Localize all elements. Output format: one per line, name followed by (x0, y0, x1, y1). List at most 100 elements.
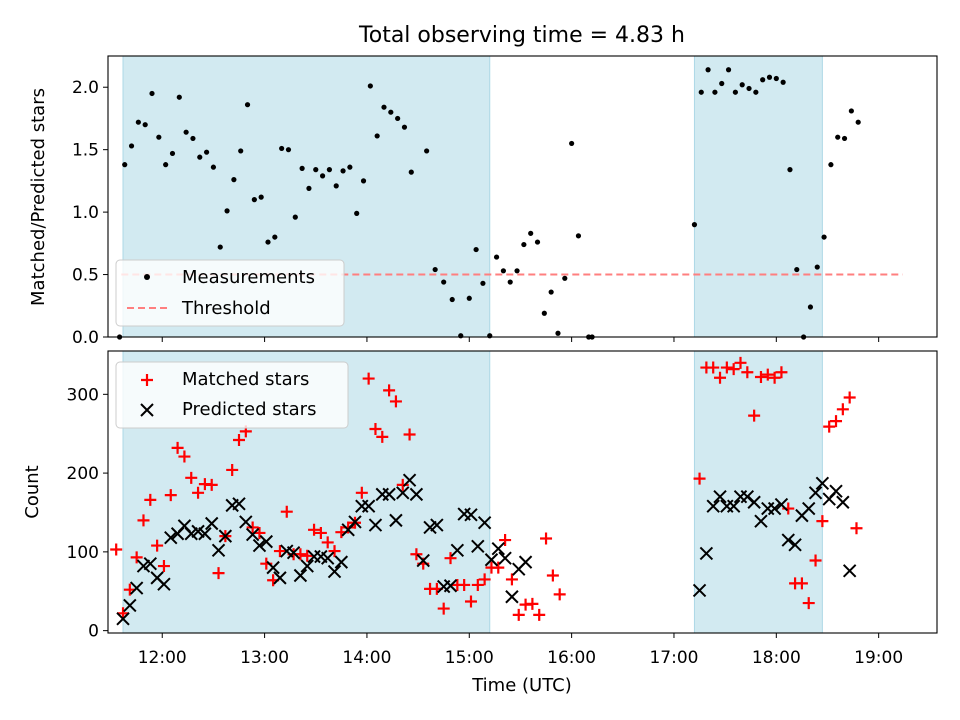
measurement-point (562, 275, 568, 281)
measurement-point (299, 165, 305, 171)
measurement-point (766, 74, 773, 80)
matched-star-point (192, 486, 205, 499)
y-tick-label: 100 (67, 543, 99, 563)
predicted-star-point (348, 515, 362, 529)
matched-star-point (471, 578, 484, 591)
matched-star-point (707, 361, 720, 374)
matched-star-point (533, 608, 546, 621)
x-tick-label: 15:00 (445, 648, 494, 668)
measurement-point (725, 67, 732, 73)
predicted-star-point (211, 543, 226, 557)
matched-star-point (478, 573, 491, 586)
predicted-star-point (300, 559, 314, 573)
measurement-point (374, 133, 380, 139)
matched-star-point (130, 551, 143, 564)
predicted-star-point (450, 543, 465, 557)
matched-star-point (836, 403, 849, 416)
predicted-star-point (754, 514, 768, 528)
matched-star-point (802, 597, 815, 610)
measurement-point (272, 234, 278, 240)
measurement-point (313, 167, 319, 173)
predicted-star-point (245, 527, 260, 542)
matched-star-point (321, 536, 334, 549)
matched-star-point (492, 561, 505, 574)
legend-threshold-label: Threshold (181, 298, 271, 319)
matched-star-point (464, 595, 477, 608)
measurement-point (780, 79, 786, 85)
matched-star-point (727, 363, 740, 376)
matched-star-point (437, 602, 450, 615)
matched-star-point (171, 441, 184, 454)
x-tick-label: 17:00 (649, 648, 698, 668)
measurement-point (135, 119, 141, 125)
predicted-star-point (477, 516, 492, 530)
matched-star-point (117, 607, 130, 620)
matched-star-point (816, 515, 829, 528)
predicted-star-point (259, 534, 274, 549)
y-tick-label: 2.0 (72, 78, 99, 98)
axes-frame (107, 55, 938, 338)
predicted-star-point (239, 515, 253, 529)
predicted-star-point (198, 527, 212, 541)
measurement-point (441, 279, 447, 285)
measurement-point (238, 148, 244, 154)
predicted-star-point (232, 497, 246, 511)
axes-frame (107, 350, 938, 634)
bottom-y-axis-label: Count (22, 465, 43, 518)
y-tick-label: 200 (67, 464, 99, 484)
matched-star-point (720, 361, 733, 374)
matched-star-point (383, 384, 396, 397)
measurement-point (691, 222, 698, 228)
measurement-point (807, 304, 814, 310)
predicted-star-point (788, 538, 802, 552)
measurement-point (794, 266, 800, 273)
measurement-point (183, 129, 189, 135)
predicted-star-point (123, 598, 137, 613)
legend-measurements-label: Measurements (182, 267, 315, 288)
predicted-star-point (205, 516, 219, 531)
predicted-star-point (286, 545, 301, 560)
measurement-point (381, 104, 387, 110)
measurement-point (753, 89, 759, 95)
x-tick-label: 12:00 (138, 648, 187, 668)
measurement-point (449, 296, 455, 303)
measurement-point (575, 233, 582, 239)
measurement-point (814, 264, 820, 270)
measurement-point (773, 75, 779, 82)
predicted-star-point (430, 518, 444, 532)
measurement-point (500, 268, 506, 274)
y-tick-label: 300 (67, 385, 99, 405)
predicted-star-point (252, 538, 267, 553)
matched-star-point (314, 526, 327, 539)
matched-star-point (151, 539, 164, 552)
measurement-point (841, 135, 848, 142)
matched-star-point (308, 523, 321, 536)
matched-star-point (233, 434, 246, 447)
predicted-star-point (692, 583, 707, 598)
matched-star-point (280, 505, 293, 518)
matched-star-point (342, 521, 355, 534)
matched-star-point (185, 471, 198, 484)
predicted-star-point (361, 499, 376, 513)
matched-star-point (110, 543, 123, 556)
predicted-star-point (836, 495, 850, 509)
y-tick-label: 0 (88, 622, 99, 642)
predicted-star-point (842, 564, 857, 578)
measurement-point (265, 239, 271, 245)
legend-predicted-label: Predicted stars (182, 399, 316, 420)
measurement-point (487, 333, 493, 339)
legend-measurements-marker (144, 274, 150, 280)
matched-star-point (823, 420, 836, 433)
matched-star-point (389, 395, 402, 408)
matched-star-point (369, 422, 382, 435)
measurement-point (258, 194, 264, 200)
predicted-star-point (808, 486, 823, 500)
measurement-point (760, 77, 766, 83)
measurement-point (424, 148, 430, 154)
shaded-interval (693, 350, 823, 634)
bottom-legend: Matched stars Predicted stars (115, 361, 349, 429)
measurement-point (149, 90, 155, 97)
measurement-point (466, 295, 472, 301)
measurement-point (746, 85, 752, 92)
predicted-star-point (498, 551, 512, 565)
